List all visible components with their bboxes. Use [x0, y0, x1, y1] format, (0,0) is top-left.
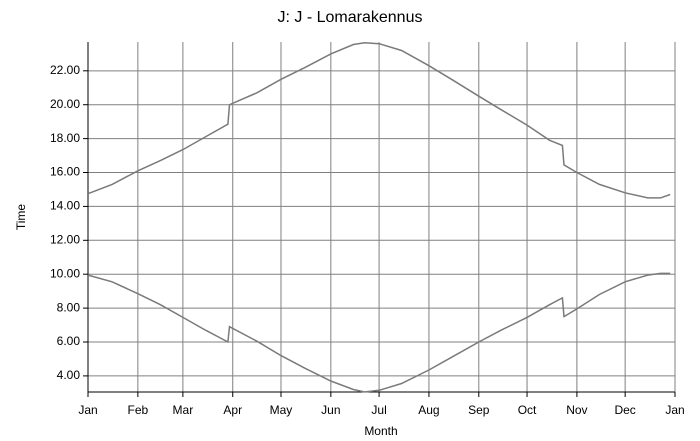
x-tick-label: Jul	[371, 403, 386, 417]
x-tick-label: Dec	[614, 403, 635, 417]
y-tick-label: 18.00	[50, 131, 80, 145]
x-tick-label: Jan	[78, 403, 97, 417]
y-tick-label: 14.00	[50, 199, 80, 213]
x-axis-label: Month	[364, 424, 397, 438]
y-tick-label: 4.00	[57, 368, 81, 382]
x-tick-label: Jun	[321, 403, 340, 417]
x-tick-label: Mar	[173, 403, 194, 417]
x-tick-label: Oct	[518, 403, 537, 417]
x-tick-label: Sep	[468, 403, 490, 417]
y-tick-label: 6.00	[57, 334, 81, 348]
y-tick-label: 20.00	[50, 97, 80, 111]
y-axis-label: Time	[14, 204, 28, 231]
y-tick-label: 22.00	[50, 63, 80, 77]
x-tick-label: Apr	[223, 403, 242, 417]
x-tick-label: May	[270, 403, 293, 417]
x-tick-label: Jan	[665, 403, 684, 417]
x-tick-label: Nov	[566, 403, 587, 417]
y-tick-label: 12.00	[50, 232, 80, 246]
chart-title: J: J - Lomarakennus	[278, 9, 423, 26]
y-tick-label: 10.00	[50, 266, 80, 280]
x-tick-label: Feb	[128, 403, 149, 417]
y-tick-label: 8.00	[57, 300, 81, 314]
x-tick-label: Aug	[418, 403, 439, 417]
data-line	[87, 42, 671, 199]
data-line	[87, 272, 671, 393]
y-tick-label: 16.00	[50, 165, 80, 179]
